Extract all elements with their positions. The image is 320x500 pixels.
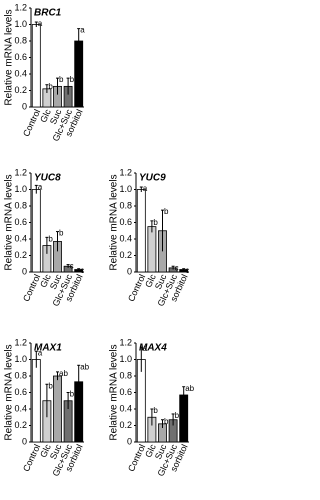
- panel-title: MAX1: [34, 343, 62, 354]
- y-tick-label: 1.2: [14, 337, 27, 347]
- significance-letter: c: [175, 263, 179, 272]
- y-tick-label: 0: [127, 436, 132, 446]
- y-tick-label: 0.4: [14, 403, 27, 413]
- significance-letter: b: [48, 234, 53, 243]
- panel: Relative mRNA levels 0 0.2 0.4 0.6 0.8 1.0 1.2 M…: [4, 337, 90, 478]
- y-tick-label: 0: [127, 266, 132, 276]
- significance-letter: b: [153, 218, 158, 227]
- y-tick-label: 1.2: [119, 337, 132, 347]
- y-tick-label: 0.4: [119, 403, 132, 413]
- y-tick-label: 0.6: [14, 387, 27, 397]
- y-tick-label: 0.2: [14, 85, 27, 95]
- significance-letter: a: [143, 344, 148, 353]
- bar: [31, 24, 41, 108]
- significance-letter: b: [48, 381, 53, 390]
- y-tick-label: 1.0: [14, 19, 27, 29]
- significance-letter: b: [70, 75, 75, 84]
- x-tick-label: Control: [126, 443, 147, 474]
- y-tick-label: 1.2: [14, 2, 27, 12]
- significance-letter: a: [38, 348, 43, 357]
- y-tick-label: 1.2: [119, 167, 132, 177]
- significance-letter: a: [80, 26, 85, 35]
- panel-title: YUC9: [139, 173, 166, 184]
- y-tick-label: 0.6: [14, 52, 27, 62]
- y-tick-label: 1.2: [14, 167, 27, 177]
- significance-letter: c: [70, 262, 74, 271]
- y-tick-label: 0: [22, 101, 27, 111]
- y-tick-label: 0: [22, 266, 27, 276]
- significance-letter: a: [38, 19, 43, 28]
- bar: [147, 226, 157, 273]
- panel-title: MAX4: [139, 343, 167, 354]
- bar: [31, 359, 41, 443]
- y-tick-label: 1.0: [119, 184, 132, 194]
- x-tick-label: Control: [21, 108, 42, 139]
- y-tick-label: 0.2: [119, 250, 132, 260]
- panel: Relative mRNA levels 0 0.2 0.4 0.6 0.8 1.0 1.2 Y…: [4, 167, 85, 308]
- significance-letter: b: [59, 229, 64, 238]
- y-tick-label: 0: [22, 436, 27, 446]
- x-tick-label: Control: [21, 443, 42, 474]
- significance-letter: ab: [185, 384, 194, 393]
- y-tick-label: 0.8: [119, 200, 132, 210]
- y-tick-label: 1.0: [119, 354, 132, 364]
- panel-title: BRC1: [34, 8, 62, 19]
- significance-letter: b: [70, 390, 75, 399]
- y-tick-label: 0.6: [119, 387, 132, 397]
- y-tick-label: 0.2: [14, 250, 27, 260]
- panel-title: YUC8: [34, 173, 61, 184]
- significance-letter: b: [153, 406, 158, 415]
- figure: Relative mRNA levels 0 0.2 0.4 0.6 0.8 1.0 1.2 B…: [4, 2, 195, 478]
- panel: Relative mRNA levels 0 0.2 0.4 0.6 0.8 1.0 1.2 M…: [109, 337, 195, 478]
- significance-letter: b: [59, 75, 64, 84]
- panel: Relative mRNA levels 0 0.2 0.4 0.6 0.8 1.0 1.2 B…: [4, 2, 86, 143]
- y-tick-label: 0.6: [119, 217, 132, 227]
- bar: [136, 189, 146, 273]
- x-tick-label: Control: [21, 273, 42, 304]
- bar: [31, 189, 41, 273]
- significance-letter: a: [38, 182, 43, 191]
- significance-letter: c: [185, 266, 189, 275]
- significance-letter: b: [164, 207, 169, 216]
- y-tick-label: 1.0: [14, 354, 27, 364]
- significance-letter: b: [48, 82, 53, 91]
- y-tick-label: 0.8: [14, 35, 27, 45]
- y-tick-label: 0.4: [119, 233, 132, 243]
- bar: [53, 375, 62, 443]
- significance-letter: c: [80, 266, 84, 275]
- panel: Relative mRNA levels 0 0.2 0.4 0.6 0.8 1.0 1.2 Y…: [109, 167, 190, 308]
- y-tick-label: 0.8: [14, 200, 27, 210]
- x-tick-label: Control: [126, 273, 147, 304]
- y-tick-label: 0.4: [14, 68, 27, 78]
- y-tick-label: 1.0: [14, 184, 27, 194]
- y-axis-label: Relative mRNA levels: [4, 174, 15, 270]
- significance-letter: a: [143, 184, 148, 193]
- y-axis-label: Relative mRNA levels: [109, 174, 120, 270]
- y-axis-label: Relative mRNA levels: [109, 344, 120, 440]
- y-tick-label: 0.8: [119, 370, 132, 380]
- y-tick-label: 0.6: [14, 217, 27, 227]
- significance-letter: b: [164, 417, 169, 426]
- significance-letter: ab: [59, 369, 68, 378]
- y-tick-label: 0.2: [119, 420, 132, 430]
- y-axis-label: Relative mRNA levels: [4, 344, 15, 440]
- y-axis-label: Relative mRNA levels: [4, 9, 15, 105]
- y-tick-label: 0.2: [14, 420, 27, 430]
- y-tick-label: 0.8: [14, 370, 27, 380]
- significance-letter: b: [175, 411, 180, 420]
- y-tick-label: 0.4: [14, 233, 27, 243]
- significance-letter: ab: [80, 362, 89, 371]
